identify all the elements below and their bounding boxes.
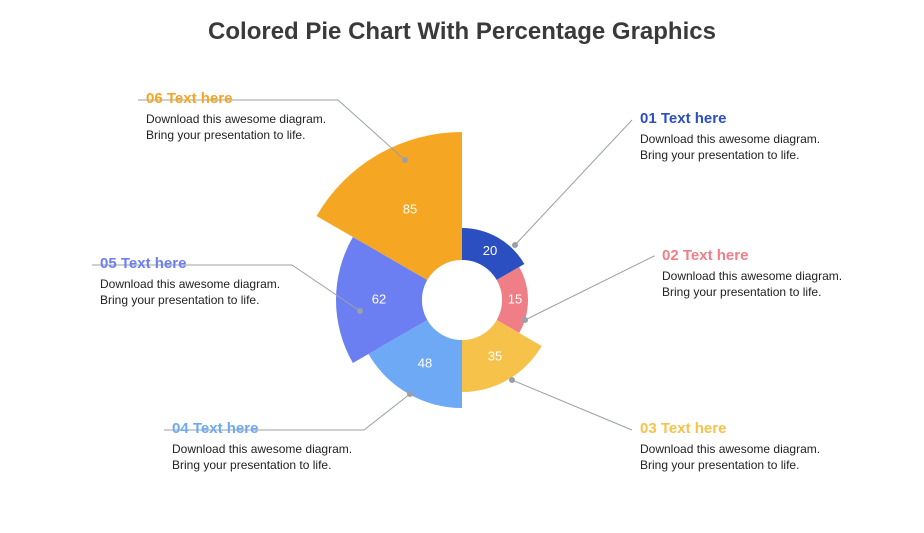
slice-value-s1: 20 [483,243,497,258]
leader-line-c1 [515,120,632,245]
callout-head-c6: 06 Text here [146,90,346,107]
callout-body-c1: Download this awesome diagram. Bring you… [640,131,840,163]
callout-head-c4: 04 Text here [172,420,372,437]
callout-head-c3: 03 Text here [640,420,840,437]
slice-value-s3: 35 [488,349,502,364]
callout-c4: 04 Text here Download this awesome diagra… [172,420,372,473]
leader-line-c2 [525,256,654,320]
slice-value-s5: 62 [372,291,386,306]
callout-body-c5: Download this awesome diagram. Bring you… [100,276,300,308]
callout-body-c4: Download this awesome diagram. Bring you… [172,441,372,473]
callout-body-c3: Download this awesome diagram. Bring you… [640,441,840,473]
callout-body-c6: Download this awesome diagram. Bring you… [146,111,346,143]
callout-body-c2: Download this awesome diagram. Bring you… [662,268,862,300]
slice-value-s4: 48 [418,356,432,371]
chart-stage: 20 15 35 48 62 85 01 Text here Download this a… [0,0,924,528]
callout-head-c1: 01 Text here [640,110,840,127]
slice-value-s2: 15 [508,291,522,306]
callout-c3: 03 Text here Download this awesome diagra… [640,420,840,473]
callout-c2: 02 Text here Download this awesome diagra… [662,247,862,300]
slice-value-s6: 85 [403,201,417,216]
leader-dot-c6 [402,157,408,163]
leader-dot-c4 [407,391,413,397]
callout-c1: 01 Text here Download this awesome diagra… [640,110,840,163]
callout-head-c2: 02 Text here [662,247,862,264]
leader-dot-c3 [509,377,515,383]
callout-c5: 05 Text here Download this awesome diagra… [100,255,300,308]
pie-slice-s6 [317,132,462,280]
leader-dot-c5 [357,308,363,314]
chart-inner-hole [422,260,502,340]
leader-line-c3 [512,380,632,430]
leader-dot-c2 [522,317,528,323]
callout-head-c5: 05 Text here [100,255,300,272]
callout-c6: 06 Text here Download this awesome diagra… [146,90,346,143]
leader-dot-c1 [512,242,518,248]
